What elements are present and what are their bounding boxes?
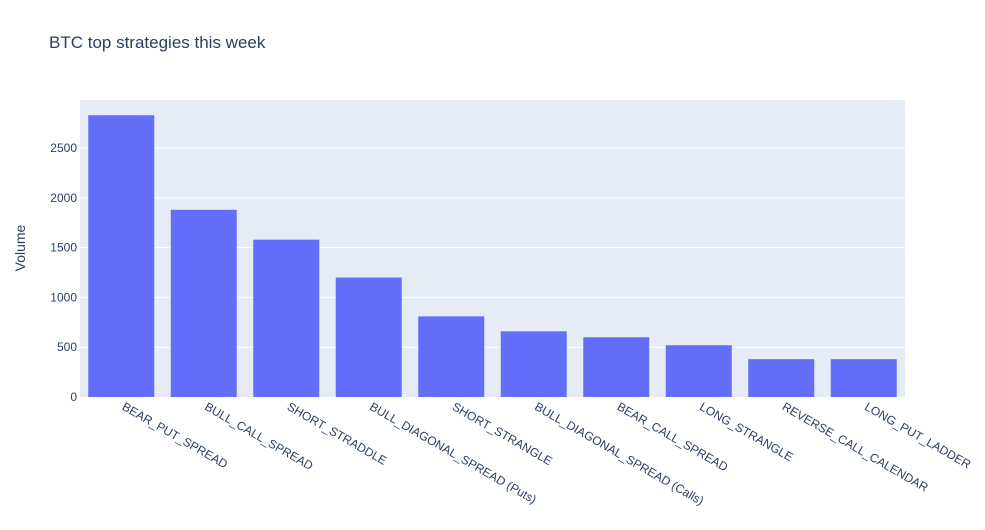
y-tick-label: 1500 — [50, 241, 77, 255]
bar[interactable] — [418, 316, 485, 397]
bar[interactable] — [500, 331, 567, 397]
bars — [88, 115, 897, 397]
bar[interactable] — [583, 337, 650, 397]
x-tick-label: REVERSE_CALL_CALENDAR — [780, 399, 931, 494]
bar[interactable] — [830, 359, 897, 397]
y-axis-label: Volume — [12, 224, 28, 271]
bar[interactable] — [170, 209, 237, 397]
bar[interactable] — [748, 359, 815, 397]
x-tick-label: BULL_DIAGONAL_SPREAD (Puts) — [367, 399, 539, 506]
bar[interactable] — [88, 115, 155, 397]
x-tick-label: BULL_DIAGONAL_SPREAD (Calls) — [532, 399, 706, 507]
y-tick-label: 0 — [70, 390, 77, 404]
x-tick-labels: BEAR_PUT_SPREADBULL_CALL_SPREADSHORT_STR… — [120, 399, 974, 507]
y-tick-label: 2500 — [50, 141, 77, 155]
bar[interactable] — [335, 277, 402, 397]
bar[interactable] — [253, 239, 320, 397]
bar[interactable] — [665, 345, 732, 397]
y-tick-label: 500 — [57, 340, 77, 354]
chart-title: BTC top strategies this week — [49, 33, 266, 52]
y-tick-labels: 0 500 1000 1500 2000 2500 — [50, 141, 77, 404]
y-tick-label: 1000 — [50, 290, 77, 304]
y-tick-label: 2000 — [50, 191, 77, 205]
